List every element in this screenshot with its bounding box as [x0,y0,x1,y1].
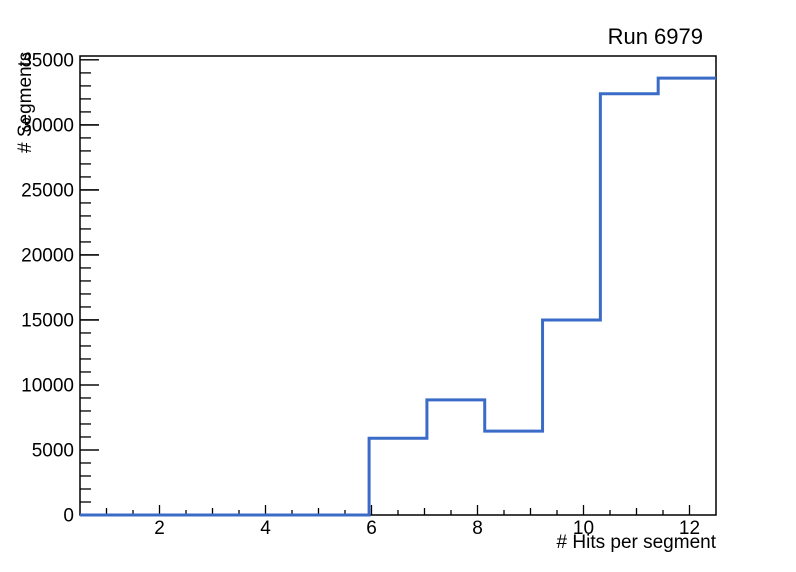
x-tick-label: 10 [573,518,594,539]
plot-title: Run 6979 [608,24,703,49]
y-tick-label: 5000 [32,440,74,461]
x-tick-label: 6 [366,518,377,539]
histogram-line [80,76,716,517]
y-tick-label: 20000 [21,245,74,266]
x-axis-title: # Hits per segment [557,532,717,553]
y-tick-label: 15000 [21,310,74,331]
y-axis-title: # Segments [15,52,36,153]
x-tick-label: 12 [679,518,700,539]
x-tick-label: 2 [154,518,165,539]
y-tick-label: 0 [63,506,74,527]
y-tick-label: 30000 [21,115,74,136]
y-tick-label: 25000 [21,180,74,201]
plot-generated-layer: 2 4 6 8 10 12 0 5000 10000 15000 20000 25000 30000 35… [21,50,717,539]
plot-frame [79,55,717,516]
x-tick-label: 8 [472,518,483,539]
y-tick-label: 35000 [21,50,74,71]
y-tick-label: 10000 [21,375,74,396]
x-tick-label: 4 [260,518,271,539]
